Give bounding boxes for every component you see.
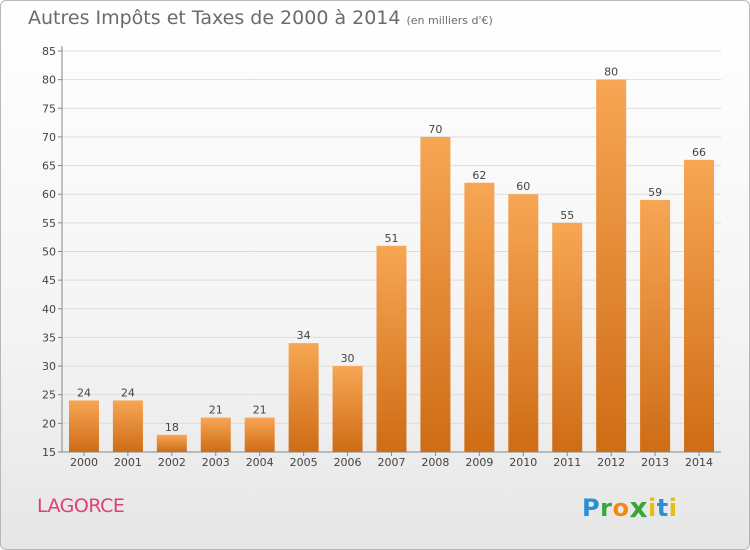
y-tick-label: 50 — [42, 246, 56, 259]
data-label-2002: 18 — [165, 421, 179, 434]
data-label-2009: 62 — [472, 169, 486, 182]
y-tick-label: 15 — [42, 446, 56, 459]
y-tick-label: 35 — [42, 331, 56, 344]
bar-2008 — [420, 136, 451, 452]
bar-2001 — [112, 400, 143, 452]
data-label-2006: 30 — [341, 352, 355, 365]
commune-name: LAGORCE — [37, 495, 125, 517]
bar-2009 — [464, 182, 495, 452]
x-tick-label: 2008 — [421, 456, 449, 469]
logo-letter: t — [656, 494, 669, 522]
data-label-2011: 55 — [560, 209, 574, 222]
data-label-2001: 24 — [121, 386, 135, 399]
chart-title: Autres Impôts et Taxes de 2000 à 2014 (en… — [28, 7, 493, 29]
bar-2013 — [640, 199, 671, 452]
x-tick-label: 2003 — [202, 456, 230, 469]
chart-title-main: Autres Impôts et Taxes de 2000 à 2014 — [28, 7, 401, 29]
y-tick-label: 20 — [42, 417, 56, 430]
y-tick-label: 65 — [42, 160, 56, 173]
bar-2002 — [156, 434, 187, 452]
bar-2011 — [552, 222, 583, 452]
x-tick-label: 2010 — [509, 456, 537, 469]
y-tick-label: 80 — [42, 74, 56, 87]
logo-letter: P — [582, 494, 601, 522]
x-tick-label: 2007 — [378, 456, 406, 469]
y-tick-label: 55 — [42, 217, 56, 230]
x-tick-label: 2004 — [246, 456, 274, 469]
x-tick-label: 2005 — [290, 456, 318, 469]
x-tick-label: 2001 — [114, 456, 142, 469]
y-tick-label: 25 — [42, 389, 56, 402]
bar-2006 — [332, 366, 363, 452]
y-tick-label: 75 — [42, 102, 56, 115]
x-tick-label: 2002 — [158, 456, 186, 469]
x-tick-label: 2012 — [597, 456, 625, 469]
y-tick-label: 45 — [42, 274, 56, 287]
y-tick-label: 40 — [42, 303, 56, 316]
x-tick-label: 2009 — [465, 456, 493, 469]
y-tick-label: 60 — [42, 188, 56, 201]
y-tick-label: 30 — [42, 360, 56, 373]
chart-title-unit: (en milliers d'€) — [406, 14, 493, 27]
bar-2012 — [596, 79, 627, 453]
bar-2007 — [376, 245, 407, 452]
data-label-2010: 60 — [516, 180, 530, 193]
proxiti-logo: Proxiti — [582, 490, 678, 524]
logo-letter: r — [600, 494, 613, 522]
bar-2010 — [508, 194, 539, 452]
logo-letter: i — [648, 494, 657, 522]
logo-letter: o — [612, 494, 630, 522]
bars — [68, 79, 715, 453]
bar-2004 — [244, 417, 275, 452]
axes: 15 20 25 30 35 40 45 50 55 60 65 70 75 80 85 2000 2001 20… — [42, 45, 721, 469]
x-tick-label: 2011 — [553, 456, 581, 469]
bar-2003 — [200, 417, 231, 452]
x-tick-label: 2014 — [685, 456, 713, 469]
data-labels: 24 24 18 21 21 34 30 51 70 62 60 55 80 59 66 — [77, 66, 706, 434]
bar-2005 — [288, 343, 319, 452]
data-label-2003: 21 — [209, 404, 223, 417]
y-tick-label: 70 — [42, 131, 56, 144]
logo-letter: x — [629, 491, 648, 524]
data-label-2000: 24 — [77, 386, 91, 399]
bar-2000 — [68, 400, 99, 452]
x-tick-label: 2013 — [641, 456, 669, 469]
data-label-2004: 21 — [253, 404, 267, 417]
data-label-2013: 59 — [648, 186, 662, 199]
data-label-2008: 70 — [428, 123, 442, 136]
data-label-2014: 66 — [692, 146, 706, 159]
data-label-2007: 51 — [385, 232, 399, 245]
x-tick-label: 2006 — [334, 456, 362, 469]
y-tick-label: 85 — [42, 45, 56, 58]
data-label-2005: 34 — [297, 329, 311, 342]
logo-letter: i — [668, 494, 678, 522]
data-label-2012: 80 — [604, 66, 618, 79]
x-tick-label: 2000 — [70, 456, 98, 469]
bar-2014 — [684, 159, 715, 453]
